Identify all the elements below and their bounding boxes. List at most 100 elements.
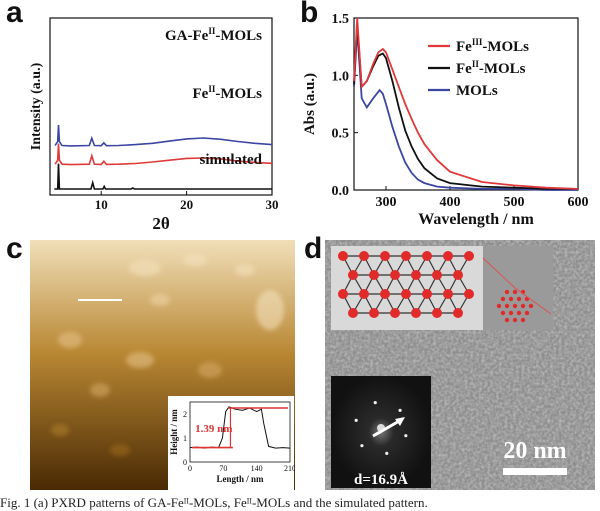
zoom-node xyxy=(504,289,510,295)
model-node xyxy=(443,251,453,261)
model-node xyxy=(369,308,379,318)
fft-inset: d=16.9Å xyxy=(331,376,431,488)
model-node xyxy=(432,270,442,280)
zoom-node xyxy=(504,317,510,323)
model-node xyxy=(380,251,390,261)
afm-flakes xyxy=(51,254,284,456)
fft-spot xyxy=(398,408,402,412)
fft-spot xyxy=(373,401,377,405)
zoom-node xyxy=(500,310,506,316)
panel-a-series-line xyxy=(54,163,272,190)
inset-x-tick-label: 210 xyxy=(284,464,295,473)
scale-bar-label: 20 nm xyxy=(503,438,566,464)
model-node xyxy=(422,251,432,261)
panel-b-y-axis-label: Abs (a.u.) xyxy=(302,73,318,135)
panel-a-series-label: simulated xyxy=(199,152,262,168)
panel-b-x-tick-label: 400 xyxy=(440,195,461,210)
inset-y-tick-label: 1 xyxy=(183,434,187,443)
panel-b-frame xyxy=(353,17,579,191)
zoom-node xyxy=(504,303,510,309)
inset-y-tick-label: 2 xyxy=(183,410,187,419)
panel-a-series-label: GA-FeII-MOLs xyxy=(165,26,262,44)
panel-a-x-tick-label: 20 xyxy=(180,197,193,212)
fft-d-spacing-label: d=16.9Å xyxy=(354,472,408,488)
model-node xyxy=(401,251,411,261)
model-node xyxy=(348,308,358,318)
zoom-node xyxy=(528,303,534,309)
panel-a-y-axis-label: Intensity (a.u.) xyxy=(29,62,44,150)
inset-x-tick-label: 70 xyxy=(219,464,227,473)
panel-b-legend-label: FeIII-MOLs xyxy=(456,37,529,55)
model-node xyxy=(422,289,432,299)
model-node xyxy=(411,308,421,318)
zoom-node xyxy=(500,296,506,302)
zoom-node xyxy=(508,296,514,302)
panel-b-y-tick-label: 0.0 xyxy=(332,184,350,199)
model-node xyxy=(432,308,442,318)
model-node xyxy=(411,270,421,280)
panel-b-y-tick-label: 0.5 xyxy=(332,127,350,142)
panel-d-letter: d xyxy=(304,232,323,265)
model-node xyxy=(380,289,390,299)
model-node xyxy=(369,270,379,280)
panel-c-letter: c xyxy=(6,232,23,265)
panel-b-legend-label: MOLs xyxy=(456,83,498,99)
inset-x-tick-label: 0 xyxy=(188,464,192,473)
model-node xyxy=(348,270,358,280)
zoom-node xyxy=(496,303,502,309)
inset-frame xyxy=(189,401,291,463)
scale-bar xyxy=(503,468,567,475)
inset-y-axis-label: Height / nm xyxy=(169,409,179,455)
zoom-node xyxy=(508,310,514,316)
model-node xyxy=(464,289,474,299)
zoom-node xyxy=(512,317,518,323)
panel-a-series-line xyxy=(54,124,273,147)
panel-a-series-label: FeII-MOLs xyxy=(192,84,262,102)
fft-spot xyxy=(385,451,389,455)
inset-x-tick-label: 140 xyxy=(251,464,263,473)
figure-caption: Fig. 1 (a) PXRD patterns of GA-Feᴵᴵ-MOLs… xyxy=(0,495,428,510)
panel-b-x-tick-label: 300 xyxy=(376,195,397,210)
zoom-node xyxy=(520,303,526,309)
panel-b-x-tick-label: 600 xyxy=(568,195,589,210)
panel-b-letter: b xyxy=(300,0,319,29)
model-node xyxy=(443,289,453,299)
inset-height-annotation: 1.39 nm xyxy=(195,423,232,435)
fft-spot xyxy=(404,434,408,438)
panel-c-afm-image: 0 70 140 210 0 1 2 Length / nm Height / nm 1.39 n… xyxy=(30,240,295,490)
panel-b-series-line xyxy=(353,17,579,190)
zoom-node xyxy=(520,317,526,323)
panel-b-series-line xyxy=(353,29,578,191)
panel-a-frame xyxy=(49,17,273,196)
zoom-node xyxy=(516,310,522,316)
model-node xyxy=(453,270,463,280)
panel-d-tem-image: d=16.9Å 20 nm xyxy=(325,240,595,490)
zoom-node xyxy=(512,289,518,295)
model-node xyxy=(390,270,400,280)
structure-model-inset xyxy=(331,246,483,330)
zoom-node xyxy=(524,310,530,316)
inset-y-tick-label: 0 xyxy=(183,458,187,467)
fft-spot xyxy=(354,418,358,422)
model-node xyxy=(464,251,474,261)
model-node xyxy=(453,308,463,318)
panel-a-letter: a xyxy=(6,0,23,29)
model-node xyxy=(338,289,348,299)
panel-b-legend-label: FeII-MOLs xyxy=(456,59,526,77)
panel-b-x-tick-label: 500 xyxy=(504,195,525,210)
panel-a-chart: 10 20 30 2θ Intensity (a.u.) GA-FeII-MOLs FeI… xyxy=(29,17,279,232)
model-node xyxy=(390,308,400,318)
model-node xyxy=(401,289,411,299)
zoom-node xyxy=(516,296,522,302)
model-node xyxy=(359,289,369,299)
panel-a-x-tick-label: 10 xyxy=(95,197,108,212)
model-node xyxy=(338,251,348,261)
fft-spot xyxy=(360,444,364,448)
panel-a-x-axis-label: 2θ xyxy=(152,214,170,232)
inset-x-axis-label: Length / nm xyxy=(216,474,264,484)
panel-b-chart: 300 400 500 600 0.0 0.5 1.0 1.5 Wavelength / nm A… xyxy=(302,12,589,228)
structure-zoom-inset xyxy=(482,246,553,330)
panel-b-y-tick-label: 1.0 xyxy=(332,69,350,84)
model-node xyxy=(359,251,369,261)
panel-b-x-axis-label: Wavelength / nm xyxy=(418,211,534,228)
